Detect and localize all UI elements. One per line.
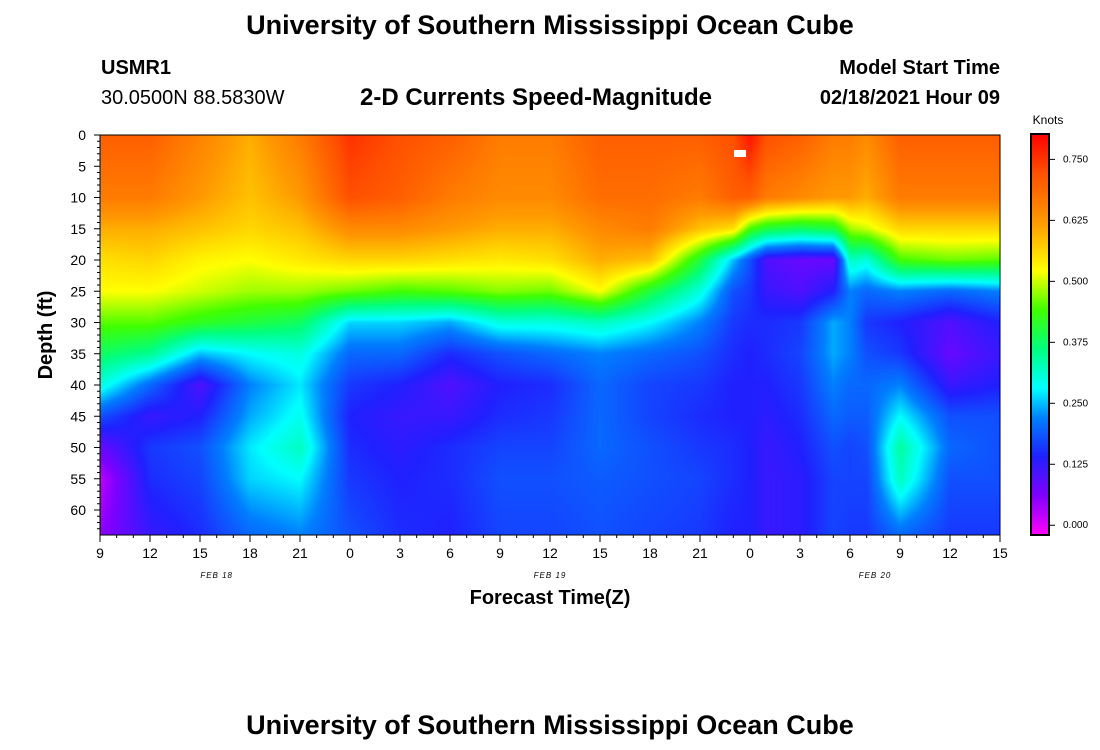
x-tick-label: 18: [642, 545, 658, 561]
x-axis-label: Forecast Time(Z): [470, 587, 631, 609]
x-tick-label: 3: [396, 545, 404, 561]
date-label: FEB 20: [859, 571, 892, 580]
x-tick-label: 15: [192, 545, 208, 561]
x-tick-label: 0: [746, 545, 754, 561]
date-labels: FEB 18 FEB 19 FEB 20: [200, 571, 892, 580]
model-start-value: 02/18/2021 Hour 09: [819, 87, 1000, 109]
x-tick-label: 9: [96, 545, 104, 561]
x-axis: 9 12 15 18 21 0 3 6 9 12 15 18 21 0 3 6 9 12 15: [96, 535, 1008, 561]
colorbar: [1030, 133, 1050, 536]
y-tick-label: 60: [70, 502, 86, 518]
x-tick-label: 21: [292, 545, 308, 561]
x-tick-label: 18: [242, 545, 258, 561]
page-title: University of Southern Mississippi Ocean…: [246, 10, 854, 40]
y-axis-label: Depth (ft): [35, 291, 57, 380]
y-tick-label: 40: [70, 377, 86, 393]
x-tick-label: 3: [796, 545, 804, 561]
station-coordinates: 30.0500N 88.5830W: [101, 87, 285, 109]
x-tick-label: 15: [992, 545, 1008, 561]
colorbar-tick-label: 0.000: [1063, 520, 1088, 531]
colorbar-tick-label: 0.250: [1063, 398, 1088, 409]
x-tick-label: 12: [942, 545, 958, 561]
y-tick-label: 55: [70, 471, 86, 487]
y-tick-label: 20: [70, 252, 86, 268]
date-label: FEB 19: [534, 571, 567, 580]
x-tick-label: 6: [446, 545, 454, 561]
x-tick-label: 9: [896, 545, 904, 561]
y-tick-label: 35: [70, 346, 86, 362]
surface-marker: [734, 150, 746, 157]
model-start-label: Model Start Time: [839, 57, 1000, 79]
date-label: FEB 18: [200, 571, 233, 580]
y-tick-label: 5: [78, 158, 86, 174]
x-tick-label: 15: [592, 545, 608, 561]
x-tick-label: 21: [692, 545, 708, 561]
y-axis: 0 5 10 15 20 25 30 35 40 45 50 55 60: [70, 127, 100, 530]
y-tick-label: 50: [70, 440, 86, 456]
station-id: USMR1: [101, 57, 172, 79]
x-tick-label: 6: [846, 545, 854, 561]
x-tick-label: 12: [542, 545, 558, 561]
y-tick-label: 25: [70, 283, 86, 299]
y-tick-label: 10: [70, 190, 86, 206]
x-tick-label: 12: [142, 545, 158, 561]
colorbar-tick-label: 0.125: [1063, 459, 1088, 470]
colorbar-tick-label: 0.500: [1063, 276, 1088, 287]
x-tick-label: 0: [346, 545, 354, 561]
footer-title: University of Southern Mississippi Ocean…: [246, 710, 854, 740]
colorbar-tick-label: 0.375: [1063, 337, 1088, 348]
y-tick-label: 0: [78, 127, 86, 143]
colorbar-tick-label: 0.750: [1063, 154, 1088, 165]
colorbar-tick-label: 0.625: [1063, 215, 1088, 226]
x-tick-label: 9: [496, 545, 504, 561]
heatmap-field: [100, 135, 1000, 535]
y-tick-label: 15: [70, 221, 86, 237]
y-tick-label: 30: [70, 315, 86, 331]
chart-title: 2-D Currents Speed-Magnitude: [360, 84, 713, 111]
colorbar-ticks: 0.750 0.625 0.500 0.375 0.250 0.125 0.000: [1049, 154, 1088, 531]
y-tick-label: 45: [70, 408, 86, 424]
colorbar-label: Knots: [1033, 113, 1064, 127]
